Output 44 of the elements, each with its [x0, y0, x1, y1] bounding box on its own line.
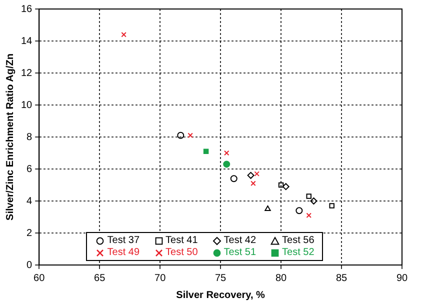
point: [230, 175, 238, 182]
point: [296, 207, 303, 214]
y-tick-label: 10: [21, 100, 33, 111]
y-tick-label: 8: [26, 132, 33, 143]
x-tick-label: 85: [336, 272, 348, 284]
point: [264, 206, 271, 211]
x-tick-label: 75: [215, 272, 227, 284]
x-tick-label: 90: [396, 272, 408, 284]
legend-label: Test 41: [166, 235, 198, 246]
point: [282, 183, 290, 190]
point: [223, 160, 230, 168]
point: [306, 194, 312, 199]
point: [188, 132, 193, 138]
y-tick-label: 0: [26, 260, 33, 271]
point: [203, 148, 209, 154]
x-axis-title: Silver Recovery, %: [176, 290, 266, 301]
point: [250, 180, 256, 186]
y-axis-title: Silver/Zinc Enrichment Ratio Ag/Zn: [4, 54, 16, 220]
legend-label: Test 56: [282, 235, 314, 246]
point: [177, 132, 184, 139]
y-tick-label: 14: [21, 36, 33, 47]
point: [310, 198, 318, 204]
point: [224, 150, 230, 156]
point: [306, 212, 312, 218]
x-tick-label: 80: [275, 272, 288, 284]
x-tick-label: 60: [34, 272, 46, 284]
x-tick-label: 65: [94, 272, 106, 284]
legend-label: Test 42: [224, 235, 256, 246]
legend-label: Test 52: [282, 247, 314, 258]
point: [247, 172, 254, 179]
point: [121, 32, 126, 38]
y-tick-label: 16: [21, 4, 33, 15]
legend-label: Test 37: [107, 235, 140, 246]
x-tick-label: 70: [154, 272, 166, 284]
legend-label: Test 49: [107, 247, 140, 258]
y-tick-label: 12: [21, 68, 33, 79]
legend-label: Test 50: [166, 247, 198, 258]
y-tick-label: 6: [26, 164, 33, 175]
y-tick-label: 4: [26, 196, 33, 207]
point: [254, 171, 260, 176]
point: [329, 203, 334, 208]
y-tick-label: 2: [26, 228, 33, 239]
legend-label: Test 51: [224, 247, 256, 258]
point: [278, 182, 284, 188]
